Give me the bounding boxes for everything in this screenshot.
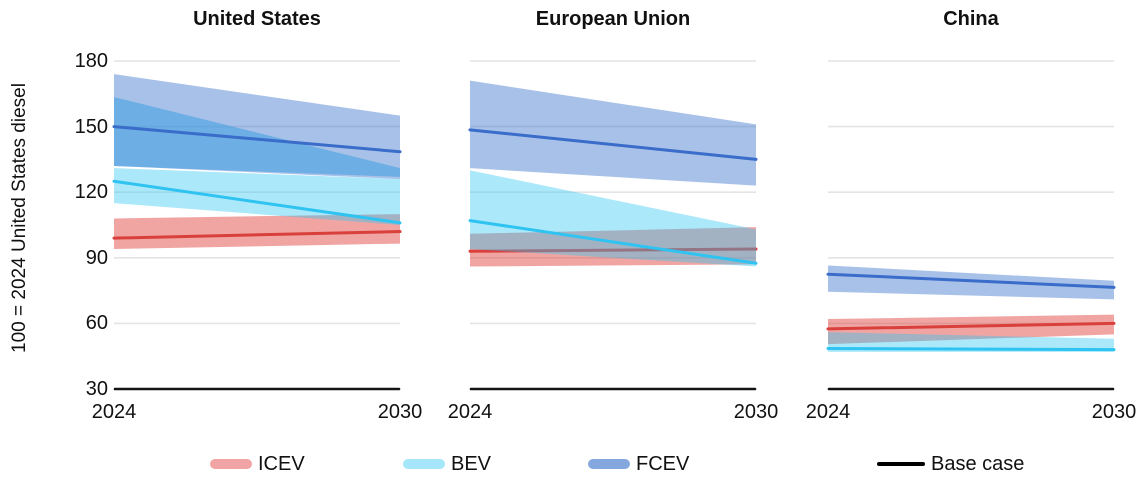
european-union-fcev-line bbox=[468, 128, 758, 161]
china-fcev-line bbox=[826, 272, 1116, 289]
title-united-states: United States bbox=[193, 8, 321, 30]
china-bev-line bbox=[826, 347, 1116, 352]
united-states-bev-band bbox=[114, 168, 400, 225]
european-union-bev-line bbox=[468, 219, 758, 265]
legend-item-fcev: FCEV bbox=[588, 452, 689, 476]
y-tick-label-120: 120 bbox=[74, 181, 108, 204]
european-union-icev-band bbox=[470, 227, 756, 267]
china-icev-line bbox=[826, 321, 1116, 331]
european-union-icev-line bbox=[468, 247, 758, 253]
legend-item-base-case: Base case bbox=[877, 452, 1024, 476]
china-icev-band bbox=[828, 314, 1114, 345]
legend-fcev-swatch-icon bbox=[588, 459, 630, 469]
legend-label-base-case: Base case bbox=[931, 453, 1025, 475]
legend-label-icev: ICEV bbox=[258, 453, 305, 475]
european-union-x-label-start: 2024 bbox=[447, 401, 493, 423]
china-x-label-end: 2030 bbox=[1091, 401, 1137, 423]
united-states-bev-line bbox=[112, 179, 402, 225]
legend-label-fcev: FCEV bbox=[636, 453, 690, 475]
y-tick-label-30: 30 bbox=[85, 378, 108, 400]
united-states-fcev-line bbox=[112, 125, 402, 154]
y-tick-label-60: 60 bbox=[85, 312, 108, 335]
european-union-bev-band bbox=[470, 170, 756, 267]
china-bev-band bbox=[828, 332, 1114, 352]
legend-bev-swatch-icon bbox=[403, 459, 445, 469]
legend-icev-swatch-icon bbox=[210, 459, 252, 469]
legend-item-icev: ICEV bbox=[210, 452, 305, 476]
united-states-x-label-end: 2030 bbox=[377, 401, 423, 423]
united-states-x-label-start: 2024 bbox=[91, 401, 137, 423]
y-tick-label-180: 180 bbox=[74, 50, 108, 72]
european-union-x-label-end: 2030 bbox=[733, 401, 779, 423]
european-union-fcev-band bbox=[470, 80, 756, 186]
title-china: China bbox=[943, 8, 999, 30]
china-fcev-band bbox=[828, 265, 1114, 300]
legend-item-bev: BEV bbox=[403, 452, 491, 476]
y-tick-label-150: 150 bbox=[74, 115, 108, 138]
united-states-fcev-band-inner bbox=[114, 97, 400, 177]
united-states-icev-band bbox=[114, 214, 400, 250]
united-states-icev-line bbox=[112, 230, 402, 240]
china-x-label-start: 2024 bbox=[805, 401, 851, 423]
y-tick-label-90: 90 bbox=[85, 246, 108, 269]
legend-label-bev: BEV bbox=[451, 453, 492, 475]
legend-base-case-line-icon bbox=[877, 462, 925, 466]
title-european-union: European Union bbox=[535, 8, 691, 30]
